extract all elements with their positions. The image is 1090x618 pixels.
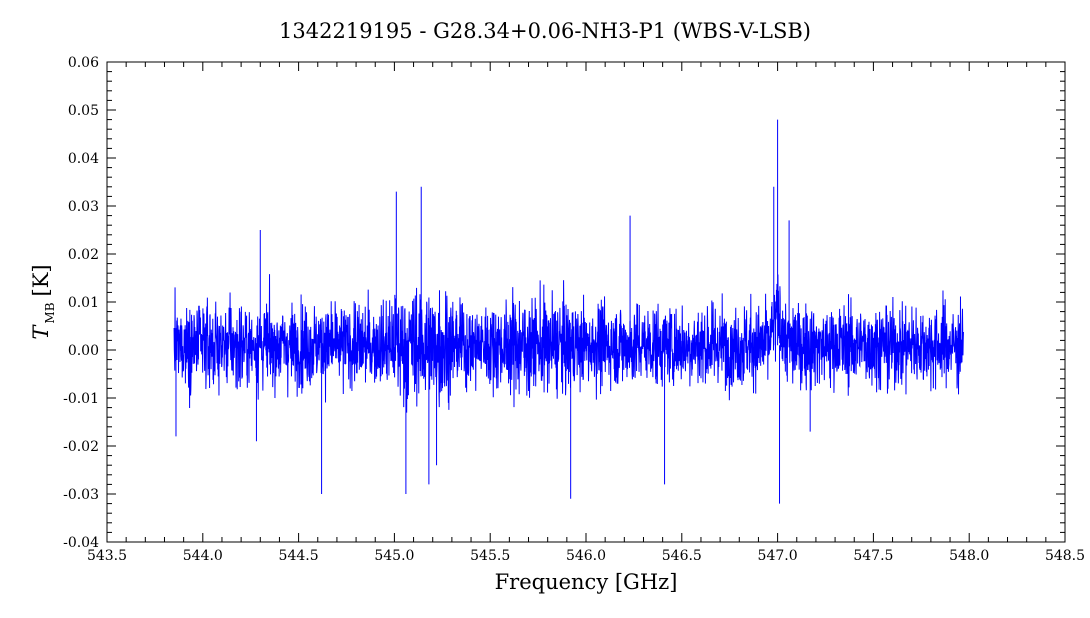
x-tick-label: 545.5 [470,548,510,564]
y-axis-ticks: -0.04 -0.03 -0.02 -0.01 0.00 0.01 0.02 0.03 0.04… [63,55,1065,551]
chart-title: 1342219195 - G28.34+0.06-NH3-P1 (WBS-V-L… [279,19,811,43]
x-axis-label: Frequency [GHz] [495,570,678,594]
y-tick-label: 0.03 [68,199,99,215]
x-tick-label: 543.5 [87,548,127,564]
y-tick-label: 0.00 [68,343,99,359]
x-axis-ticks: 543.5 544.0 544.5 545.0 545.5 546.0 546.5 547.0… [87,62,1085,564]
y-axis-label-unit: [K] [29,264,53,296]
x-tick-label: 546.5 [662,548,702,564]
x-tick-label: 548.0 [949,548,989,564]
y-tick-label: -0.03 [63,487,99,503]
plot-frame [106,61,1066,543]
x-tick-label: 547.5 [853,548,893,564]
y-tick-label: -0.04 [63,535,99,551]
spectrum-trace [173,119,964,504]
plot-area: 543.5 544.0 544.5 545.0 545.5 546.0 546.5 547.0… [63,55,1085,564]
y-axis-label-symbol: T [29,324,53,340]
y-tick-label: 0.02 [68,247,99,263]
y-tick-label: 0.04 [68,151,99,167]
y-tick-label: -0.02 [63,439,99,455]
x-tick-label: 546.0 [566,548,606,564]
x-tick-label: 545.0 [374,548,414,564]
x-tick-label: 548.5 [1045,548,1085,564]
y-tick-label: -0.01 [63,391,99,407]
x-tick-label: 544.5 [279,548,319,564]
x-tick-label: 544.0 [183,548,223,564]
y-tick-label: 0.05 [68,103,99,119]
y-tick-label: 0.06 [68,55,99,71]
x-tick-label: 547.0 [758,548,798,564]
y-tick-label: 0.01 [68,295,99,311]
y-axis-label-subscript: MB [43,302,57,323]
y-axis-label: TMB [K] [29,264,57,339]
